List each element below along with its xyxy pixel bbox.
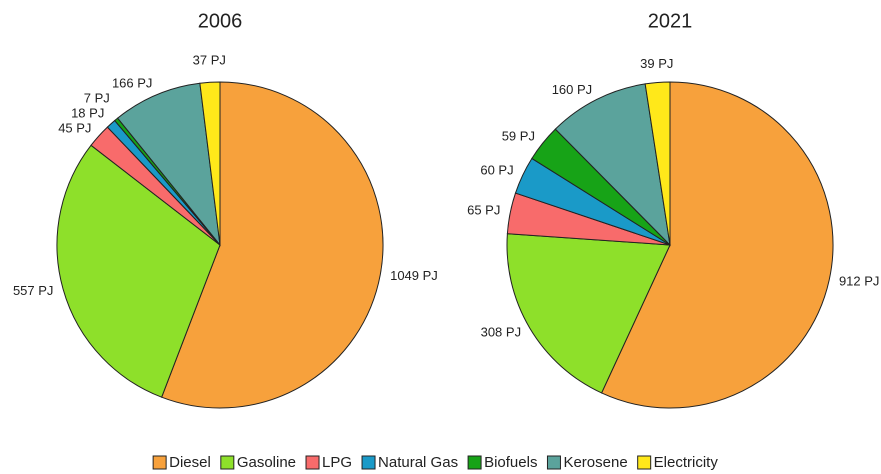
value-label: 166 PJ bbox=[112, 76, 152, 91]
value-label: 60 PJ bbox=[480, 162, 513, 177]
value-label: 39 PJ bbox=[640, 56, 673, 71]
pie-slice bbox=[160, 81, 384, 409]
legend-label: Electricity bbox=[654, 454, 719, 471]
legend-label: Gasoline bbox=[237, 454, 296, 471]
legend-swatch bbox=[546, 455, 561, 470]
legend-swatch bbox=[361, 455, 376, 470]
value-label: 912 PJ bbox=[839, 274, 879, 289]
legend-label: Kerosene bbox=[563, 454, 627, 471]
legend-swatch bbox=[637, 455, 652, 470]
value-label: 18 PJ bbox=[71, 106, 104, 121]
pie-slice bbox=[56, 144, 221, 398]
value-label: 45 PJ bbox=[58, 121, 91, 136]
pie-slice bbox=[116, 82, 221, 247]
value-label: 37 PJ bbox=[193, 53, 226, 68]
value-label: 557 PJ bbox=[13, 283, 53, 298]
value-label: 1049 PJ bbox=[390, 268, 438, 283]
legend-swatch bbox=[305, 455, 320, 470]
legend-swatch bbox=[467, 455, 482, 470]
pie-slice bbox=[554, 83, 671, 247]
value-label: 160 PJ bbox=[552, 82, 592, 97]
value-label: 308 PJ bbox=[481, 324, 521, 339]
pie-title: 2021 bbox=[648, 10, 693, 32]
legend-label: Natural Gas bbox=[378, 454, 458, 471]
value-label: 7 PJ bbox=[84, 91, 110, 106]
legend-swatch bbox=[152, 455, 167, 470]
pie-slice bbox=[600, 81, 834, 409]
pie-slice bbox=[644, 81, 671, 246]
pie-title: 2006 bbox=[198, 10, 243, 32]
value-label: 59 PJ bbox=[502, 128, 535, 143]
pie-slice bbox=[199, 81, 221, 246]
legend-label: LPG bbox=[322, 454, 352, 471]
value-label: 65 PJ bbox=[467, 203, 500, 218]
legend-label: Biofuels bbox=[484, 454, 537, 471]
pie-slice bbox=[506, 233, 671, 394]
legend-label: Diesel bbox=[169, 454, 211, 471]
legend-swatch bbox=[220, 455, 235, 470]
